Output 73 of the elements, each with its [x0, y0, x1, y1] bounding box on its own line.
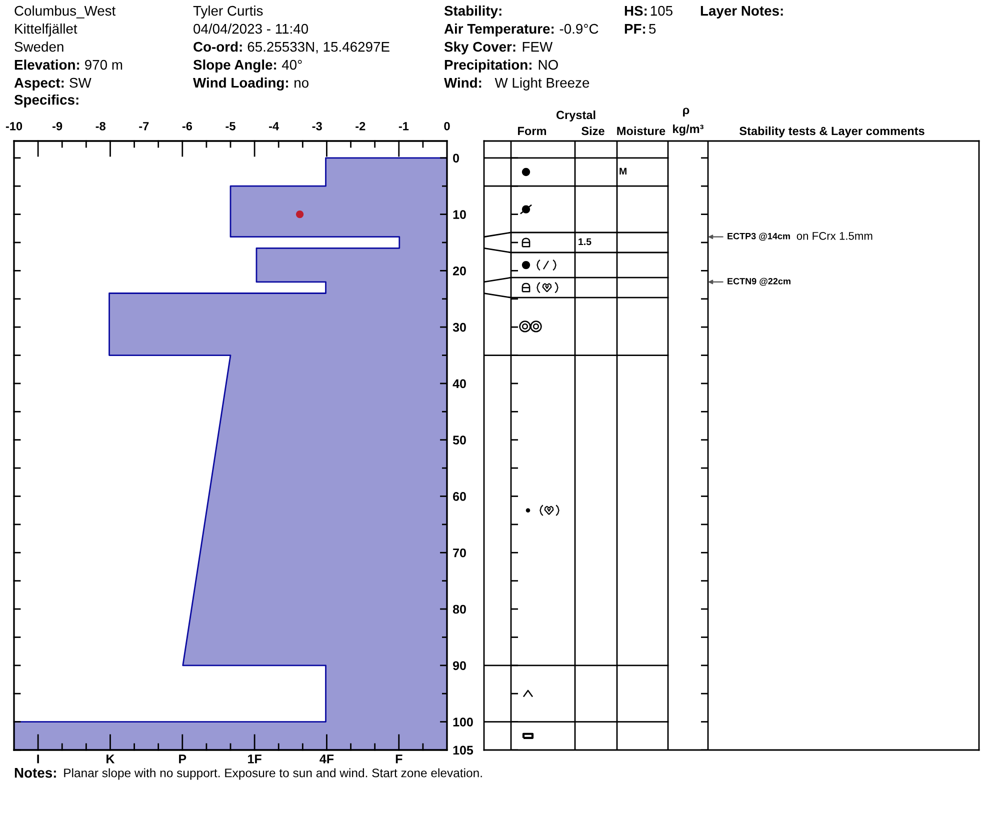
text: Aspect:: [14, 78, 64, 90]
text: ECTP3 @14cm: [728, 232, 790, 241]
text: Columbus_West: [14, 6, 116, 18]
text: kg/m³: [673, 124, 704, 136]
text: 1.5: [578, 238, 592, 246]
y-tick-label: 20: [452, 266, 466, 276]
x-tick-label: 0: [444, 122, 450, 130]
text: W Light Breeze: [494, 78, 590, 90]
text: Wind Loading:: [193, 77, 288, 91]
y-tick-label: 70: [453, 548, 466, 558]
text: Crystal: [556, 110, 596, 122]
text: 970 m: [85, 60, 122, 70]
x-tick-label: -7: [139, 122, 149, 130]
text: Stability tests & Layer comments: [740, 126, 924, 138]
text: 65.25533N, 15.46297E: [248, 42, 390, 54]
text: Specifics:: [14, 94, 78, 108]
y-tick-label: 80: [452, 604, 466, 614]
text: 105: [650, 6, 672, 16]
text: K: [106, 754, 115, 764]
y-tick-label: 90: [452, 661, 466, 670]
text: I: [37, 754, 39, 764]
text: Form: [518, 126, 546, 136]
y-tick-label: 40: [452, 379, 466, 388]
text: 04/04/2023 - 11:40: [194, 24, 308, 34]
y-tick-label: 10: [453, 210, 466, 219]
text: Kittelfjället: [15, 24, 78, 36]
text: ρ: [683, 108, 690, 117]
x-tick-label: -5: [226, 122, 236, 130]
y-tick-label: 60: [453, 492, 466, 501]
x-tick-label: -2: [356, 122, 366, 130]
x-tick-label: -10: [6, 122, 22, 130]
text: Wind:: [444, 78, 482, 88]
text: Slope Angle:: [193, 59, 276, 73]
text: -0.9°C: [560, 24, 598, 34]
text: 4F: [320, 754, 334, 764]
text: 40°: [282, 60, 302, 70]
text: Air Temperature:: [444, 24, 554, 36]
text: 5: [649, 24, 656, 34]
text: 1F: [248, 754, 262, 764]
text: ECTN9 @22cm: [728, 278, 790, 286]
y-tick-label: 50: [452, 436, 466, 445]
text: Co-ord:: [194, 42, 242, 52]
x-tick-label: -9: [52, 122, 62, 130]
y-tick-label: 0: [453, 154, 459, 163]
x-tick-label: -4: [269, 122, 279, 130]
text: NO: [538, 60, 558, 70]
text: SW: [70, 78, 92, 88]
text: Precipitation:: [444, 60, 532, 72]
text: Size: [582, 126, 604, 136]
text: Planar slope with no support. Exposure to sun and wind. Start zone elevation.: [64, 768, 482, 780]
text: Sweden: [14, 42, 64, 52]
text: Notes:: [14, 768, 56, 778]
text: F: [396, 754, 402, 764]
text: Elevation:: [14, 60, 80, 70]
y-tick-label: 105: [453, 746, 474, 755]
text: M: [620, 168, 626, 175]
text: Moisture: [617, 126, 666, 136]
text: HS:: [624, 6, 647, 16]
x-tick-label: -1: [398, 122, 409, 130]
x-tick-label: -8: [96, 122, 106, 130]
text: no: [294, 80, 308, 88]
text: PF:: [624, 24, 646, 34]
x-tick-label: -3: [312, 122, 322, 130]
text: P: [179, 754, 186, 764]
text: Sky Cover:: [444, 42, 516, 54]
text: on FCrx 1.5mm: [796, 232, 872, 240]
y-tick-label: 100: [453, 718, 473, 726]
text: Layer Notes:: [700, 6, 783, 18]
text: Tyler Curtis: [193, 6, 263, 18]
text: FEW: [522, 42, 553, 52]
text: Stability:: [444, 6, 502, 18]
y-tick-label: 30: [452, 322, 466, 332]
x-tick-label: -6: [182, 122, 192, 130]
